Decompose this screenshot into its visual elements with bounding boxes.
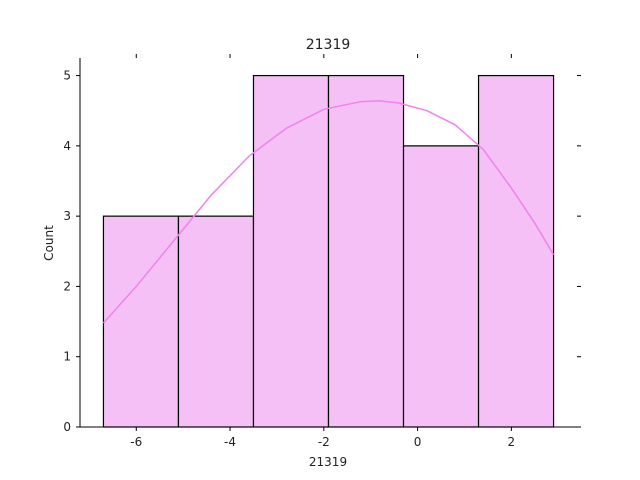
- histogram-bar: [327, 74, 405, 428]
- y-tick-label: 4: [63, 139, 71, 153]
- x-tick-label: 0: [414, 435, 422, 449]
- bars-group: [102, 74, 555, 428]
- histogram-bar: [477, 74, 555, 428]
- x-axis-label: 21319: [309, 455, 347, 469]
- histogram-bar: [402, 145, 480, 428]
- y-tick-label: 0: [63, 420, 71, 434]
- x-tick-label: 2: [508, 435, 516, 449]
- y-tick-label: 5: [63, 69, 71, 83]
- kde-curve: [102, 100, 555, 324]
- y-axis-label: Count: [42, 225, 56, 261]
- x-tick-label: -4: [224, 435, 236, 449]
- x-tick-label: -2: [318, 435, 330, 449]
- y-ticks-group: 0 1 2 3 4 5: [63, 69, 581, 434]
- axes-group: [79, 58, 577, 428]
- y-tick-label: 2: [63, 279, 71, 293]
- x-tick-label: -6: [130, 435, 142, 449]
- x-ticks-group: -6 -4 -2 0 2: [130, 54, 515, 449]
- histogram-bar: [177, 215, 255, 428]
- y-tick-label: 1: [63, 350, 71, 364]
- chart-title: 21319: [306, 37, 351, 53]
- histogram-bar: [252, 74, 330, 428]
- y-tick-label: 3: [63, 209, 71, 223]
